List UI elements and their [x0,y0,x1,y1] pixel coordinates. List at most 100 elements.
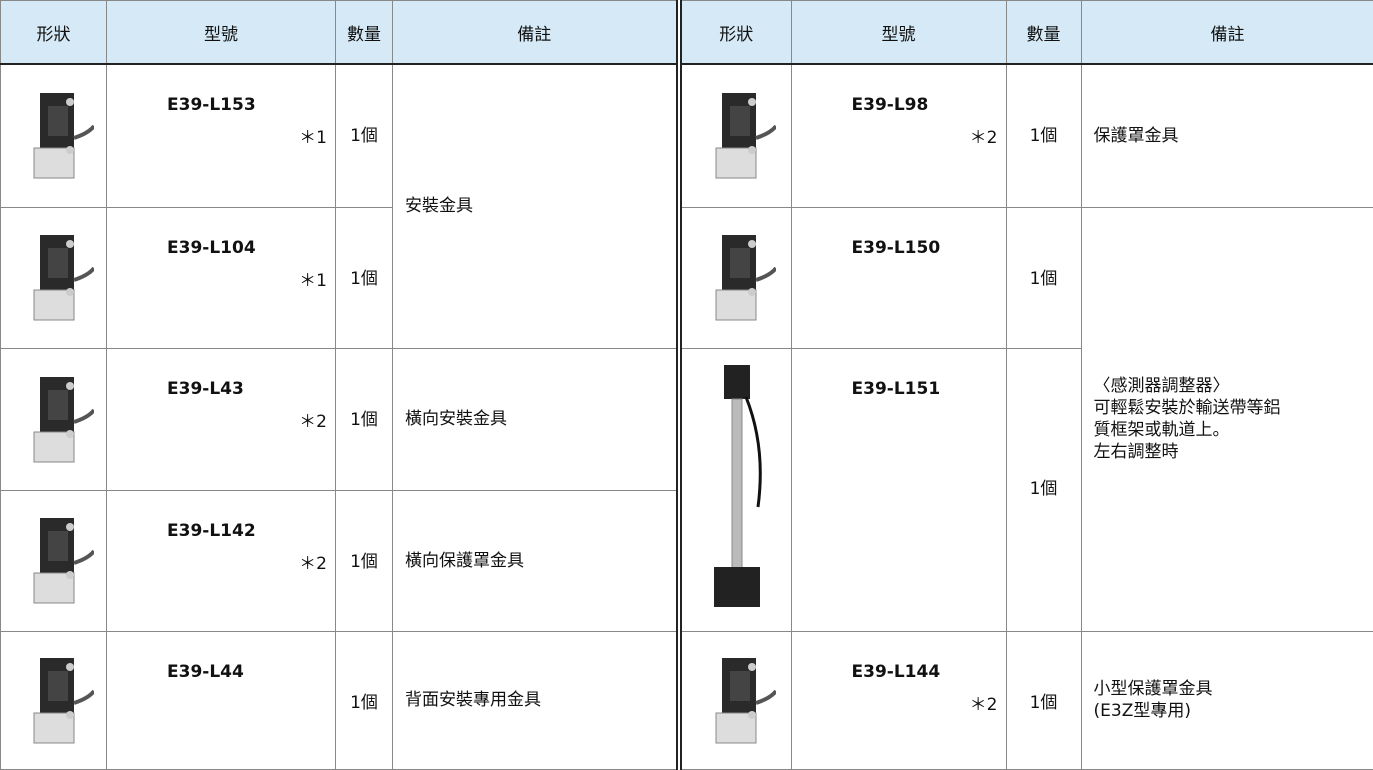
model: E39-L104＊1 [167,238,335,258]
qty-cell: 1個 [336,490,393,631]
model: E39-L153＊1 [167,95,335,115]
product-image [696,357,776,617]
model: E39-L43＊2 [167,379,335,399]
remark-cell: 背面安裝專用金具 [393,631,677,769]
qty-cell: 1個 [336,631,393,769]
note-mark: ＊2 [970,123,998,148]
shape-cell [681,64,791,207]
product-image [14,643,94,753]
product-image [696,643,776,753]
header-row: 形狀型號數量備註 [1,1,677,65]
product-image [14,503,94,613]
model-cell: E39-L44 [107,631,336,769]
note-mark: ＊2 [299,549,327,574]
shape-cell [681,348,791,631]
qty-cell: 1個 [1006,631,1081,769]
remark-line: 背面安裝專用金具 [405,689,676,711]
header-cell: 備註 [1081,1,1373,65]
qty-cell: 1個 [336,64,393,207]
quantity: 1個 [1007,349,1081,499]
shape-cell [681,207,791,348]
remark-line: 左右調整時 [1094,441,1373,463]
remark-cell: 橫向保護罩金具 [393,490,677,631]
qty-cell: 1個 [336,207,393,348]
header-cell: 型號 [107,1,336,65]
remark-cell: 小型保護罩金具(E3Z型專用) [1081,631,1373,769]
shape-cell [1,631,107,769]
quantity: 1個 [1007,65,1081,146]
quantity: 1個 [336,208,392,289]
model-cell: E39-L153＊1 [107,64,336,207]
remark-line: 橫向保護罩金具 [405,550,676,572]
model: E39-L142＊2 [167,521,335,541]
qty-cell: 1個 [1006,207,1081,348]
model-cell: E39-L150 [791,207,1006,348]
product-image [14,78,94,188]
quantity: 1個 [336,632,392,713]
model: E39-L151 [852,379,1006,399]
product-image [14,220,94,330]
product-image [696,78,776,188]
model: E39-L44 [167,662,335,682]
header-cell: 形狀 [681,1,791,65]
shape-cell [1,490,107,631]
shape-cell [1,207,107,348]
remark-line: (E3Z型專用) [1094,700,1373,722]
remark-line: 可輕鬆安裝於輸送帶等鋁 [1094,397,1373,419]
remark-cell: 〈感測器調整器〉可輕鬆安裝於輸送帶等鋁質框架或軌道上。左右調整時 [1081,207,1373,631]
qty-cell: 1個 [1006,64,1081,207]
product-image [696,220,776,330]
header-row: 形狀型號數量備註 [681,1,1373,65]
remark-line: 安裝金具 [405,195,676,217]
remark-cell: 保護罩金具 [1081,64,1373,207]
quantity: 1個 [336,65,392,146]
remark-cell: 橫向安裝金具 [393,348,677,490]
header-cell: 數量 [1006,1,1081,65]
model-cell: E39-L98＊2 [791,64,1006,207]
shape-cell [1,348,107,490]
shape-cell [681,631,791,769]
remark-line: 質框架或軌道上。 [1094,419,1373,441]
model-cell: E39-L43＊2 [107,348,336,490]
quantity: 1個 [336,491,392,572]
remark-cell: 安裝金具 [393,64,677,348]
quantity: 1個 [1007,208,1081,289]
model-cell: E39-L144＊2 [791,631,1006,769]
header-cell: 備註 [393,1,677,65]
quantity: 1個 [336,349,392,430]
shape-cell [1,64,107,207]
note-mark: ＊1 [299,266,327,291]
qty-cell: 1個 [336,348,393,490]
model: E39-L98＊2 [852,95,1006,115]
model-cell: E39-L151 [791,348,1006,631]
model: E39-L144＊2 [852,662,1006,682]
model-cell: E39-L104＊1 [107,207,336,348]
remark-line: 橫向安裝金具 [405,408,676,430]
remark-line: 保護罩金具 [1094,125,1373,147]
note-mark: ＊2 [970,690,998,715]
note-mark: ＊2 [299,407,327,432]
model: E39-L150 [852,238,1006,258]
header-cell: 形狀 [1,1,107,65]
qty-cell: 1個 [1006,348,1081,631]
remark-line: 〈感測器調整器〉 [1094,375,1373,397]
note-mark: ＊1 [299,123,327,148]
quantity: 1個 [1007,632,1081,713]
header-cell: 型號 [791,1,1006,65]
remark-line: 小型保護罩金具 [1094,678,1373,700]
product-image [14,362,94,472]
header-cell: 數量 [336,1,393,65]
model-cell: E39-L142＊2 [107,490,336,631]
